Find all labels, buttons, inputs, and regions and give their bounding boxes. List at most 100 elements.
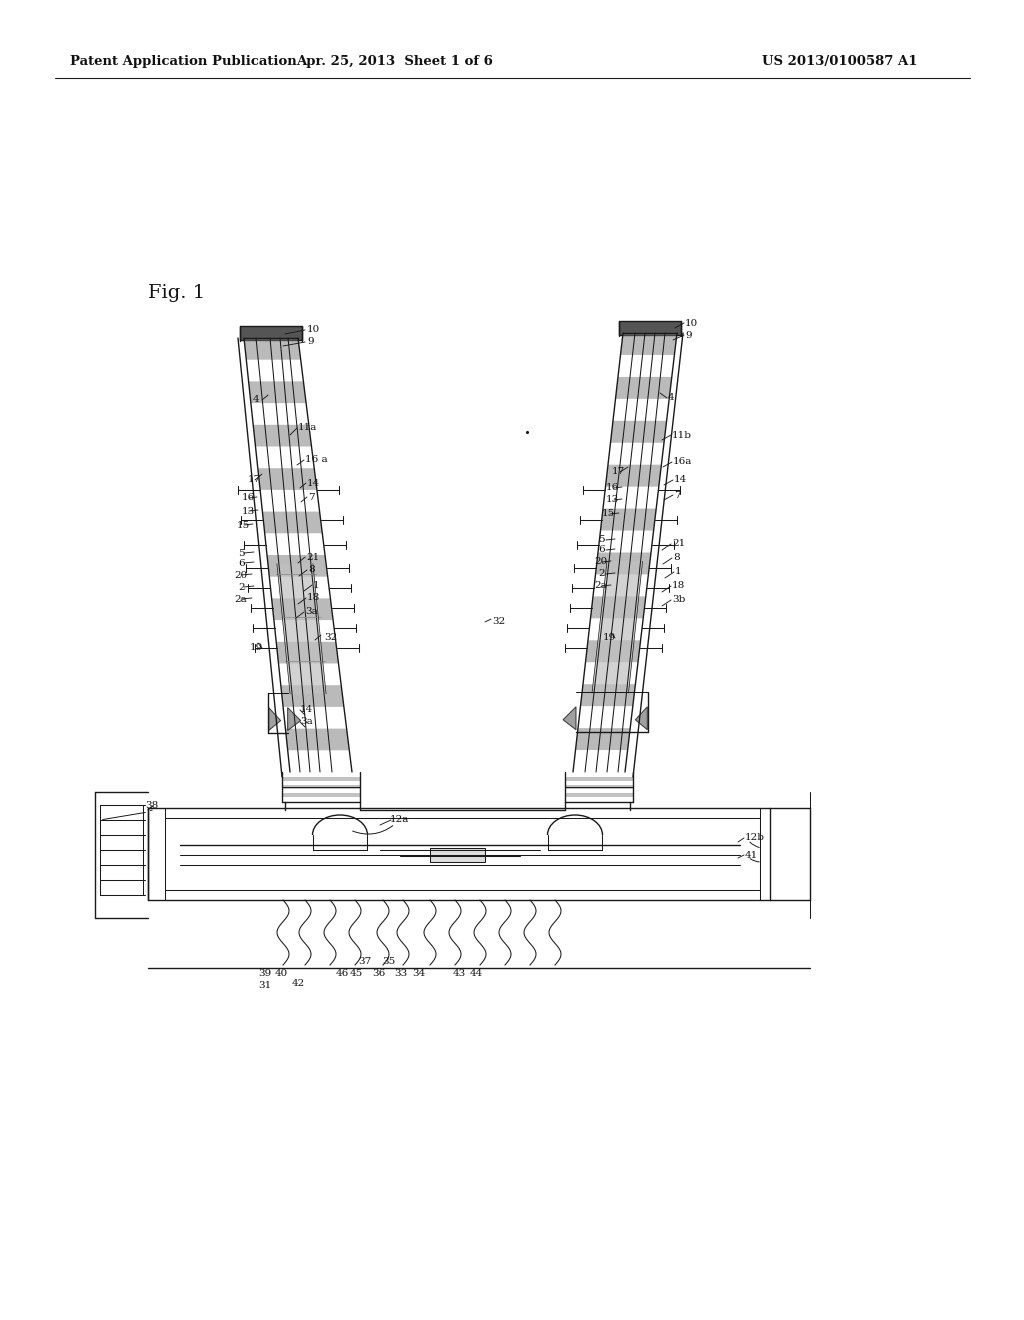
Polygon shape <box>276 642 339 664</box>
Text: 14: 14 <box>674 475 687 484</box>
Text: 18: 18 <box>307 594 321 602</box>
Text: 2a: 2a <box>594 582 607 590</box>
Text: 36: 36 <box>372 969 385 978</box>
Text: 4: 4 <box>668 393 675 403</box>
Text: 20: 20 <box>234 570 247 579</box>
Text: 16a: 16a <box>673 458 692 466</box>
Text: 9: 9 <box>307 338 313 346</box>
Polygon shape <box>288 708 301 730</box>
Polygon shape <box>575 729 630 750</box>
Text: Apr. 25, 2013  Sheet 1 of 6: Apr. 25, 2013 Sheet 1 of 6 <box>297 55 494 69</box>
Text: 44: 44 <box>470 969 483 978</box>
Text: 17: 17 <box>248 475 261 484</box>
Text: 16: 16 <box>606 483 620 492</box>
Polygon shape <box>268 708 281 730</box>
Text: 11a: 11a <box>298 424 317 433</box>
Text: 40: 40 <box>275 969 288 978</box>
Text: 7: 7 <box>308 492 314 502</box>
Text: 20: 20 <box>594 557 607 566</box>
Text: 21: 21 <box>306 553 319 561</box>
Text: 13: 13 <box>606 495 620 504</box>
Polygon shape <box>565 777 633 781</box>
Bar <box>240 326 302 341</box>
Text: 19: 19 <box>250 644 263 652</box>
Text: 4: 4 <box>253 396 260 404</box>
Text: 17: 17 <box>612 467 626 477</box>
Text: 9: 9 <box>685 330 691 339</box>
Text: 39: 39 <box>258 969 271 978</box>
Text: 10: 10 <box>307 326 321 334</box>
Text: 15: 15 <box>602 510 615 519</box>
Text: 1: 1 <box>313 581 319 590</box>
Polygon shape <box>621 333 677 355</box>
Text: 32: 32 <box>324 634 337 643</box>
Polygon shape <box>262 512 323 533</box>
Text: 16 a: 16 a <box>305 455 328 465</box>
Text: 1: 1 <box>675 568 682 577</box>
Polygon shape <box>258 469 316 490</box>
Polygon shape <box>605 465 662 487</box>
Text: 33: 33 <box>394 969 408 978</box>
Text: 15: 15 <box>237 520 250 529</box>
Text: 10: 10 <box>685 318 698 327</box>
Text: 2: 2 <box>598 569 604 578</box>
Text: 38: 38 <box>145 801 159 810</box>
Text: 19: 19 <box>603 634 616 643</box>
Text: 7: 7 <box>674 491 681 499</box>
Text: 43: 43 <box>453 969 466 978</box>
Polygon shape <box>596 553 651 574</box>
Text: Patent Application Publication: Patent Application Publication <box>70 55 297 69</box>
Polygon shape <box>281 685 344 708</box>
Polygon shape <box>565 785 633 789</box>
Text: 3a: 3a <box>300 718 312 726</box>
Polygon shape <box>267 554 328 577</box>
Text: 12b: 12b <box>745 833 765 842</box>
Text: 2: 2 <box>238 582 245 591</box>
Text: 3b: 3b <box>672 595 685 605</box>
Polygon shape <box>282 777 360 781</box>
Text: 14: 14 <box>307 479 321 487</box>
Text: 32: 32 <box>492 616 505 626</box>
Text: 3a: 3a <box>305 607 317 616</box>
Text: 14: 14 <box>300 705 313 714</box>
Text: 34: 34 <box>412 969 425 978</box>
Text: 5: 5 <box>238 549 245 557</box>
Polygon shape <box>610 421 667 442</box>
Polygon shape <box>282 793 360 797</box>
Polygon shape <box>249 381 306 403</box>
Polygon shape <box>253 425 311 446</box>
Polygon shape <box>600 508 656 531</box>
Text: 35: 35 <box>382 957 395 965</box>
Text: 41: 41 <box>745 850 758 859</box>
Bar <box>430 847 485 862</box>
Text: 12a: 12a <box>390 816 410 825</box>
Text: 11b: 11b <box>672 430 692 440</box>
Text: 5: 5 <box>598 536 604 544</box>
Polygon shape <box>276 564 326 694</box>
Polygon shape <box>244 338 301 360</box>
Text: 6: 6 <box>598 545 604 554</box>
Polygon shape <box>591 597 646 618</box>
Text: 42: 42 <box>292 978 305 987</box>
Polygon shape <box>635 706 647 730</box>
Text: 45: 45 <box>350 969 364 978</box>
Text: 13: 13 <box>242 507 255 516</box>
Text: 16: 16 <box>242 494 255 503</box>
Text: 46: 46 <box>336 969 349 978</box>
Text: 21: 21 <box>672 540 685 549</box>
Text: Fig. 1: Fig. 1 <box>148 284 205 302</box>
Text: 18: 18 <box>672 582 685 590</box>
Polygon shape <box>615 378 672 399</box>
Text: 2a: 2a <box>234 594 247 603</box>
Text: 31: 31 <box>258 981 271 990</box>
Bar <box>618 321 681 335</box>
Polygon shape <box>282 785 360 789</box>
Polygon shape <box>592 561 643 693</box>
Polygon shape <box>271 598 333 620</box>
Text: 8: 8 <box>308 565 314 574</box>
Text: 6: 6 <box>238 558 245 568</box>
Text: US 2013/0100587 A1: US 2013/0100587 A1 <box>762 55 918 69</box>
Polygon shape <box>286 729 349 750</box>
Polygon shape <box>586 640 641 663</box>
Polygon shape <box>565 793 633 797</box>
